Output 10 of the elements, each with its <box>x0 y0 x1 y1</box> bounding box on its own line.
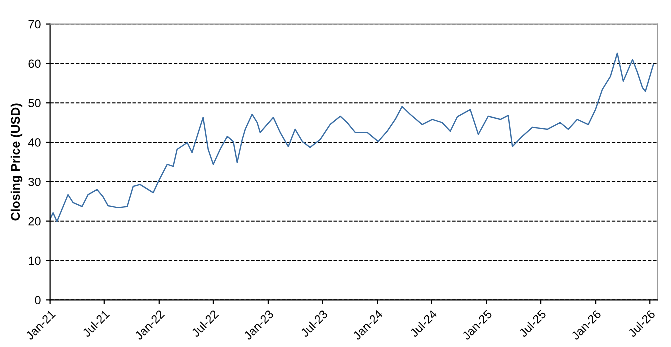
y-tick-label: 40 <box>28 138 41 147</box>
y-tick-label: 50 <box>28 99 41 108</box>
y-tick-label: 20 <box>28 217 41 226</box>
y-tick-label: 70 <box>28 20 41 29</box>
y-tick-label: 30 <box>28 178 41 186</box>
y-axis-title: Closing Price (USD) <box>10 104 23 221</box>
y-tick-label: 10 <box>29 256 41 266</box>
line-series <box>50 52 654 222</box>
y-tick-label: 60 <box>28 60 41 68</box>
y-tick-label: 0 <box>35 296 41 305</box>
